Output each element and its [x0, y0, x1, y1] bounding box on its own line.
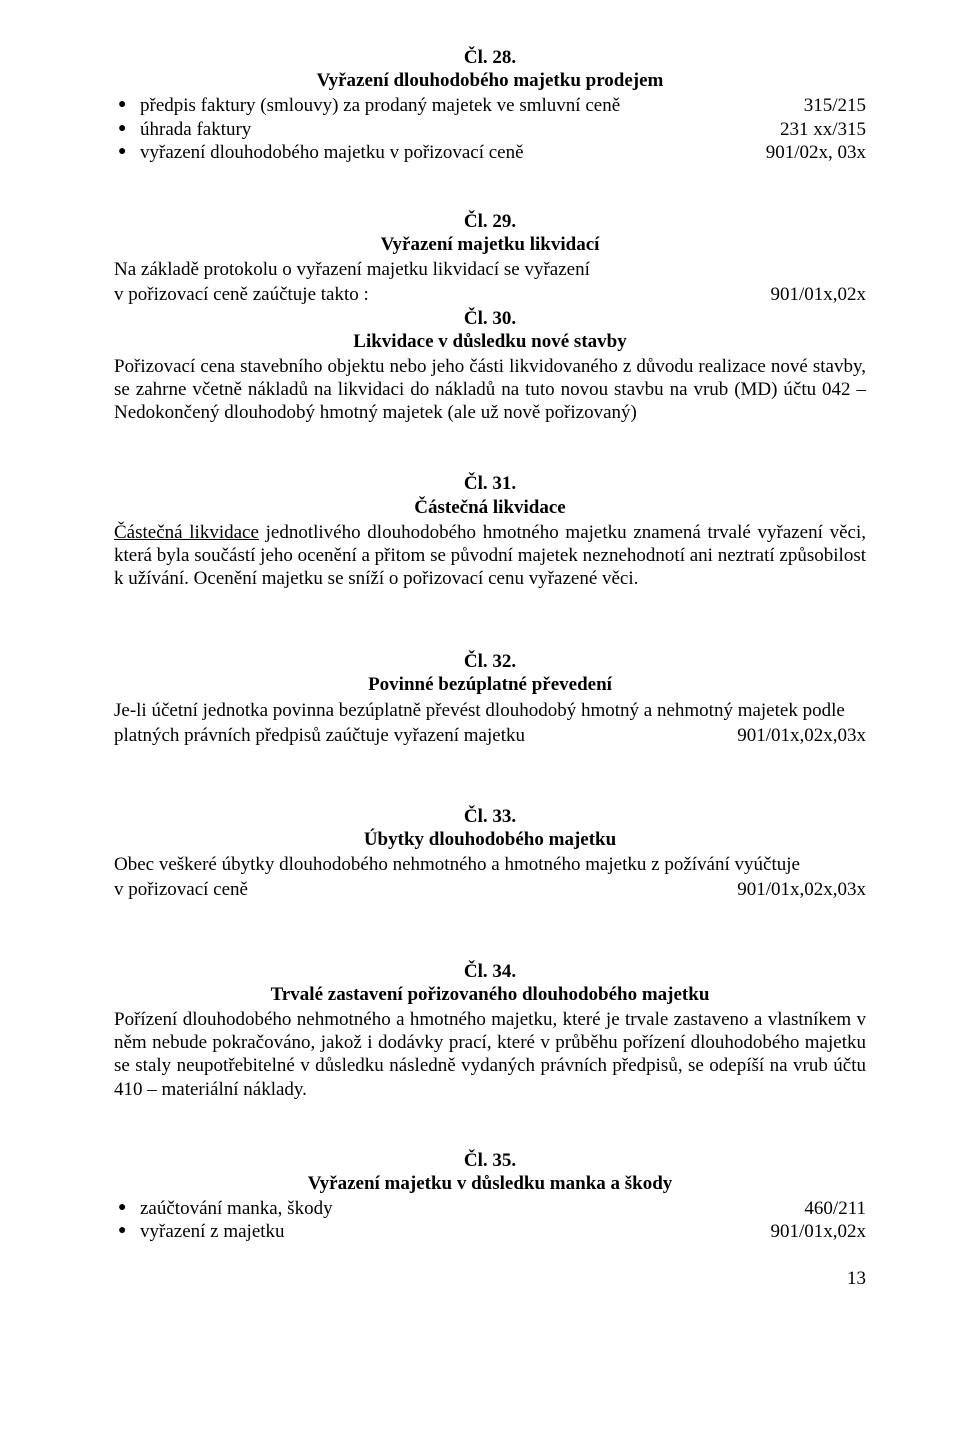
list-item-value: 901/02x, 03x — [754, 141, 866, 164]
list-item-text: předpis faktury (smlouvy) za prodaný maj… — [140, 94, 792, 117]
list-item: předpis faktury (smlouvy) za prodaný maj… — [114, 94, 866, 117]
article-33-title: Úbytky dlouhodobého majetku — [114, 828, 866, 851]
article-30-title: Likvidace v důsledku nové stavby — [114, 330, 866, 353]
article-29-number: Čl. 29. — [114, 210, 866, 233]
article-28-number: Čl. 28. — [114, 46, 866, 69]
article-28-title: Vyřazení dlouhodobého majetku prodejem — [114, 69, 866, 92]
article-33-line2-left: v pořizovací ceně — [114, 878, 725, 901]
article-29-line2-right: 901/01x,02x — [758, 283, 866, 306]
article-30-number: Čl. 30. — [114, 307, 866, 330]
article-31-number: Čl. 31. — [114, 472, 866, 495]
article-35-number: Čl. 35. — [114, 1149, 866, 1172]
article-30-para: Pořizovací cena stavebního objektu nebo … — [114, 355, 866, 425]
article-28-list: předpis faktury (smlouvy) za prodaný maj… — [114, 94, 866, 164]
article-32-line1: Je-li účetní jednotka povinna bezúplatně… — [114, 699, 866, 722]
list-item-text: vyřazení z majetku — [140, 1220, 758, 1243]
article-33-line2-right: 901/01x,02x,03x — [725, 878, 866, 901]
list-item-value: 901/01x,02x — [758, 1220, 866, 1243]
list-item-value: 315/215 — [792, 94, 866, 117]
list-item: vyřazení dlouhodobého majetku v pořizova… — [114, 141, 866, 164]
article-35-list: zaúčtování manka, škody 460/211 vyřazení… — [114, 1197, 866, 1243]
article-29-line2-left: v pořizovací ceně zaúčtuje takto : — [114, 283, 758, 306]
article-31-underline: Částečná likvidace — [114, 522, 259, 543]
article-29-line2: v pořizovací ceně zaúčtuje takto : 901/0… — [114, 283, 866, 306]
list-item: úhrada faktury 231 xx/315 — [114, 118, 866, 141]
article-33-line2: v pořizovací ceně 901/01x,02x,03x — [114, 878, 866, 901]
page-number: 13 — [114, 1267, 866, 1290]
list-item-text: zaúčtování manka, škody — [140, 1197, 792, 1220]
article-35-title: Vyřazení majetku v důsledku manka a škod… — [114, 1172, 866, 1195]
article-33-line1: Obec veškeré úbytky dlouhodobého nehmotn… — [114, 853, 866, 876]
article-34-title: Trvalé zastavení pořizovaného dlouhodobé… — [114, 983, 866, 1006]
article-29-title: Vyřazení majetku likvidací — [114, 233, 866, 256]
list-item-value: 460/211 — [792, 1197, 866, 1220]
list-item-text: vyřazení dlouhodobého majetku v pořizova… — [140, 141, 754, 164]
article-33-number: Čl. 33. — [114, 805, 866, 828]
article-31-para: Částečná likvidace jednotlivého dlouhodo… — [114, 521, 866, 591]
list-item: vyřazení z majetku 901/01x,02x — [114, 1220, 866, 1243]
list-item-value: 231 xx/315 — [768, 118, 866, 141]
article-32-title: Povinné bezúplatné převedení — [114, 673, 866, 696]
article-34-para: Pořízení dlouhodobého nehmotného a hmotn… — [114, 1008, 866, 1101]
article-31-title: Částečná likvidace — [114, 496, 866, 519]
list-item: zaúčtování manka, škody 460/211 — [114, 1197, 866, 1220]
article-29-line1: Na základě protokolu o vyřazení majetku … — [114, 258, 866, 281]
article-32-line2-left: platných právních předpisů zaúčtuje vyřa… — [114, 724, 725, 747]
article-34-number: Čl. 34. — [114, 960, 866, 983]
list-item-text: úhrada faktury — [140, 118, 768, 141]
article-32-number: Čl. 32. — [114, 650, 866, 673]
article-32-line2: platných právních předpisů zaúčtuje vyřa… — [114, 724, 866, 747]
article-32-line2-right: 901/01x,02x,03x — [725, 724, 866, 747]
